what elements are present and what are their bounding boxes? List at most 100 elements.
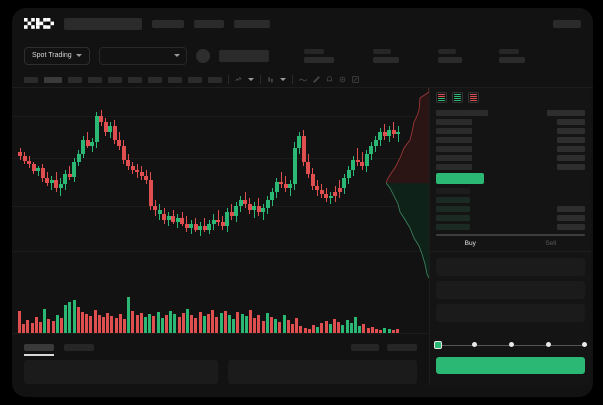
fullscreen-icon[interactable] — [352, 76, 359, 83]
measure-icon[interactable] — [313, 76, 320, 83]
gridline — [12, 116, 429, 117]
timeframe-2[interactable] — [44, 76, 62, 83]
orderbook-list[interactable] — [430, 106, 591, 231]
slider-handle[interactable] — [434, 341, 442, 349]
orderbook-bid-row[interactable] — [436, 204, 585, 213]
volume-bar — [312, 325, 315, 333]
submit-buy-button[interactable] — [436, 357, 585, 374]
settings-icon[interactable] — [339, 76, 346, 83]
alert-icon[interactable] — [326, 76, 333, 83]
volume-bar — [274, 319, 278, 333]
volume-bar — [223, 311, 227, 333]
orderbook-scrollbar[interactable] — [436, 234, 585, 236]
volume-bar — [160, 318, 164, 333]
tab-buy[interactable]: Buy — [464, 239, 476, 247]
timeframe-10[interactable] — [208, 76, 222, 83]
timeframe-3[interactable] — [68, 76, 82, 83]
orderbook-ask-row[interactable] — [436, 144, 585, 153]
okx-logo[interactable] — [24, 18, 54, 29]
orderbook-ask-row[interactable] — [436, 162, 585, 171]
stat-last-price — [303, 48, 334, 63]
chevron-down-icon[interactable] — [248, 78, 254, 81]
slider-stop-50[interactable] — [508, 342, 514, 347]
orderbook-bid-row[interactable] — [436, 195, 585, 204]
orderbook-ask-row[interactable] — [436, 153, 585, 162]
timeframe-1[interactable] — [24, 76, 38, 83]
orderbook-ask-row[interactable] — [436, 135, 585, 144]
amount-field[interactable] — [436, 304, 585, 322]
volume-bar — [156, 312, 160, 333]
tab-open-orders[interactable] — [24, 343, 54, 351]
line-tool-icon[interactable] — [299, 77, 307, 83]
nav-item-1[interactable] — [152, 19, 184, 28]
action-1[interactable] — [351, 343, 379, 351]
volume-bar — [316, 327, 320, 333]
volume-bar — [47, 319, 51, 333]
depth-chart — [386, 88, 429, 278]
volume-bar — [106, 313, 110, 333]
volume-bar — [328, 324, 332, 333]
orderbook-bid-row[interactable] — [436, 222, 585, 231]
volume-bar — [295, 318, 299, 333]
timeframe-9[interactable] — [188, 76, 202, 83]
orderbook-ask-row[interactable] — [436, 117, 585, 126]
timeframe-8[interactable] — [168, 76, 182, 83]
pair-select[interactable] — [98, 46, 187, 65]
candlestick-series — [18, 92, 400, 272]
volume-bar — [181, 313, 185, 333]
orderbook-bid-row[interactable] — [436, 213, 585, 222]
volume-bar — [333, 319, 336, 333]
search-input[interactable] — [64, 17, 142, 30]
price-field[interactable] — [436, 281, 585, 299]
timeframe-4[interactable] — [88, 76, 102, 83]
volume-bar — [345, 320, 349, 333]
orderbook-bid-row[interactable] — [436, 186, 585, 195]
volume-bar — [148, 314, 152, 333]
volume-bar — [114, 318, 118, 333]
slider-stop-25[interactable] — [472, 342, 478, 347]
volume-bar — [291, 324, 294, 333]
volume-bar — [366, 328, 370, 333]
volume-bar — [265, 313, 269, 333]
slider-stop-75[interactable] — [545, 342, 551, 347]
chart-pane[interactable] — [12, 88, 429, 385]
volume-bar — [362, 324, 366, 333]
order-form — [430, 252, 591, 333]
volume-bar — [249, 310, 252, 333]
timeframe-6[interactable] — [128, 76, 142, 83]
orderbook-asks-icon[interactable] — [468, 91, 479, 103]
chevron-down-icon[interactable] — [280, 78, 286, 81]
volume-bar — [118, 314, 122, 333]
tab-order-history[interactable] — [64, 343, 94, 351]
volume-bar — [303, 328, 307, 333]
volume-bar — [236, 312, 240, 333]
tab-sell[interactable]: Sell — [545, 239, 557, 247]
trading-mode-button[interactable]: Spot Trading — [24, 46, 90, 65]
nav-item-4[interactable] — [553, 19, 581, 28]
nav-item-3[interactable] — [234, 19, 270, 28]
action-2[interactable] — [387, 343, 417, 351]
orderbook-bids-icon[interactable] — [452, 91, 463, 103]
order-type-field[interactable] — [436, 258, 585, 276]
volume-bar — [219, 313, 223, 333]
stat-change-24h — [372, 48, 399, 63]
timeframe-7[interactable] — [148, 76, 162, 83]
volume-bar — [370, 327, 374, 333]
volume-bar — [85, 314, 89, 333]
volume-bar — [337, 322, 341, 333]
nav-item-2[interactable] — [194, 19, 224, 28]
orderbook-both-icon[interactable] — [436, 91, 447, 103]
chevron-down-icon — [173, 54, 180, 57]
volume-bar — [387, 329, 391, 333]
volume-bar — [144, 317, 147, 333]
volume-bar — [240, 314, 244, 333]
volume-bar — [165, 315, 168, 333]
slider-stop-100[interactable] — [582, 342, 588, 347]
volume-bar — [253, 318, 257, 333]
timeframe-5[interactable] — [108, 76, 122, 83]
orderbook-ask-row[interactable] — [436, 126, 585, 135]
chart-type-icon[interactable] — [267, 76, 274, 83]
amount-slider[interactable] — [434, 341, 588, 351]
indicators-icon[interactable] — [235, 76, 242, 83]
volume-bar — [202, 316, 206, 333]
